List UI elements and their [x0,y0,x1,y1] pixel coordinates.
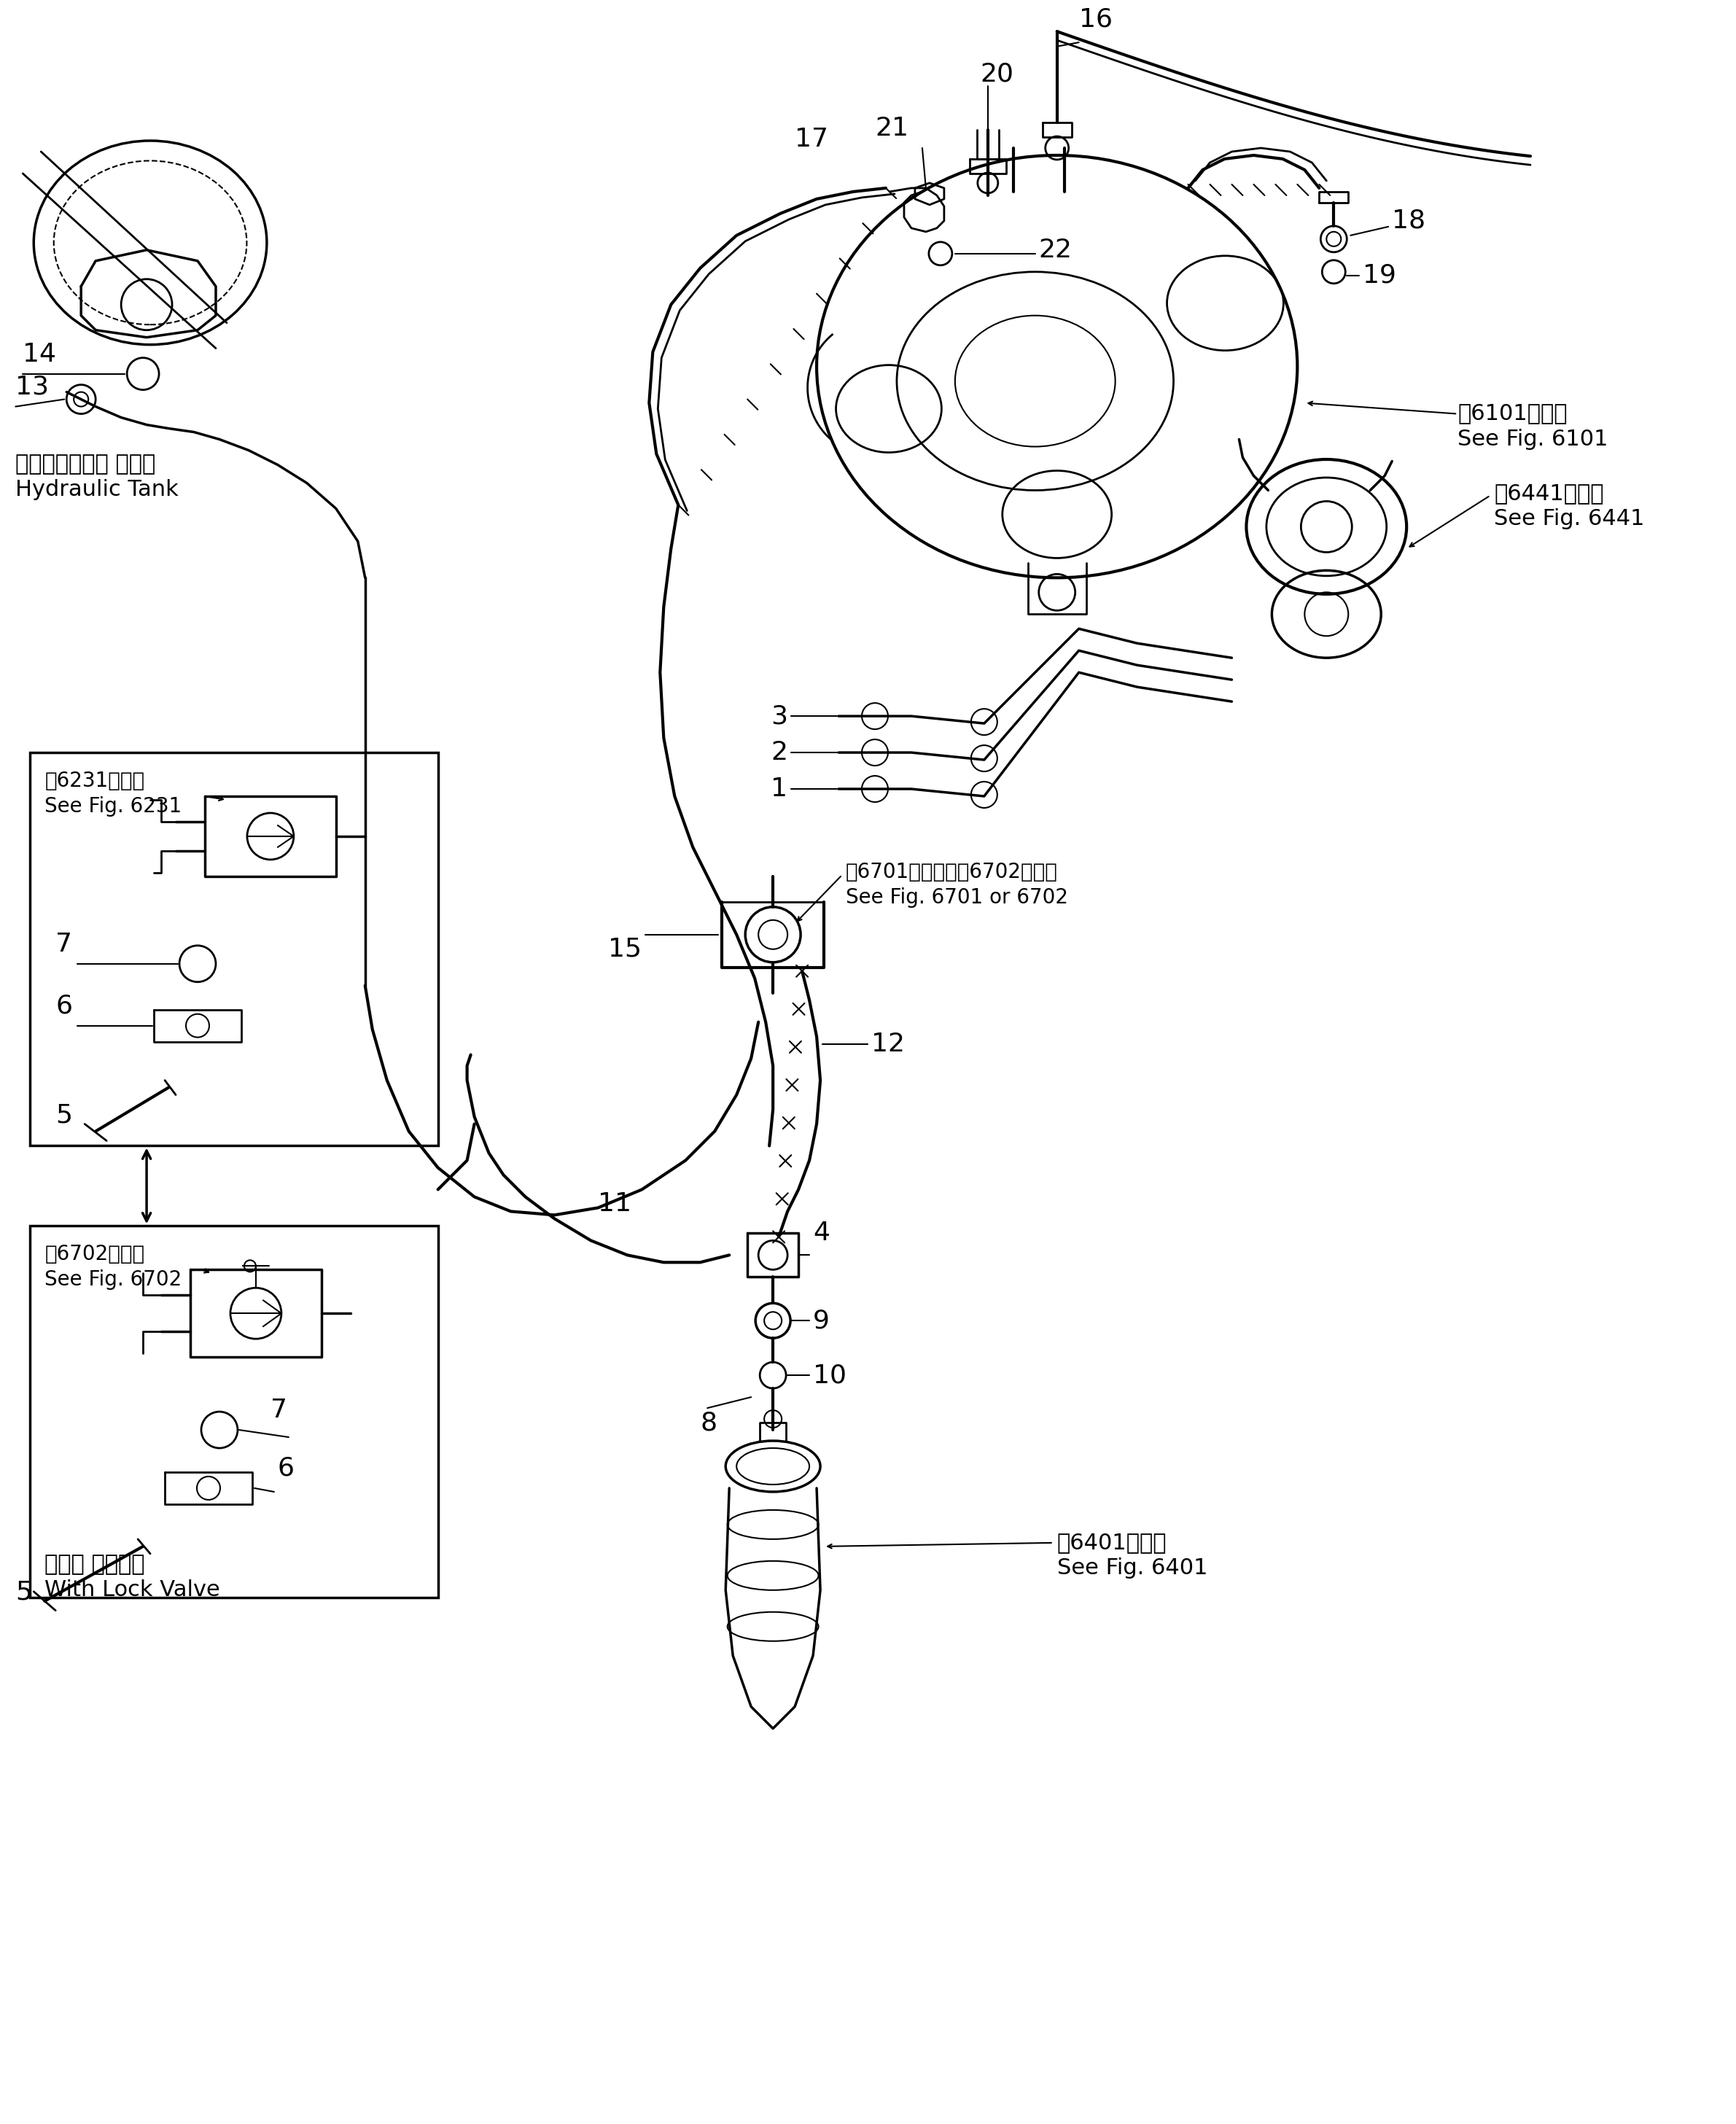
Text: 第6401図参照: 第6401図参照 [1057,1531,1167,1553]
Text: ロック バルブ付: ロック バルブ付 [45,1555,144,1574]
Text: 14: 14 [23,342,56,367]
Text: Hydraulic Tank: Hydraulic Tank [16,480,179,501]
Text: 2: 2 [771,739,788,765]
Text: 7: 7 [56,932,73,956]
Text: See Fig. 6231: See Fig. 6231 [45,796,182,816]
Text: 11: 11 [599,1192,632,1217]
Text: 21: 21 [875,117,908,140]
Text: 20: 20 [981,62,1014,87]
Text: See Fig. 6702: See Fig. 6702 [45,1270,182,1289]
Text: 12: 12 [871,1032,904,1056]
Text: 5: 5 [56,1102,73,1128]
Text: 22: 22 [1038,238,1073,263]
Text: 8: 8 [700,1410,717,1436]
Text: See Fig. 6401: See Fig. 6401 [1057,1557,1208,1578]
Text: 5: 5 [16,1580,33,1606]
Bar [30,752,437,1145]
Text: 9: 9 [812,1308,830,1334]
Text: 3: 3 [771,703,788,729]
Text: 第6231図参照: 第6231図参照 [45,771,144,790]
Text: 1: 1 [771,777,788,801]
Text: ハイドロリック タンク: ハイドロリック タンク [16,455,156,476]
Text: 6: 6 [278,1457,295,1480]
Text: See Fig. 6441: See Fig. 6441 [1495,508,1644,529]
Text: 6: 6 [56,994,73,1017]
Text: 19: 19 [1363,263,1396,289]
Text: 16: 16 [1078,6,1113,32]
Text: See Fig. 6101: See Fig. 6101 [1458,429,1608,450]
Text: 17: 17 [795,127,828,151]
Text: 第6702図参照: 第6702図参照 [45,1245,144,1264]
Text: 第6441図参照: 第6441図参照 [1495,482,1604,503]
Text: 4: 4 [812,1221,830,1245]
Text: 第6701図または第6702図参照: 第6701図または第6702図参照 [845,862,1057,881]
Text: See Fig. 6701 or 6702: See Fig. 6701 or 6702 [845,888,1068,907]
Text: 13: 13 [16,374,49,399]
Text: 10: 10 [812,1364,847,1387]
Text: 7: 7 [271,1398,286,1423]
Text: With Lock Valve: With Lock Valve [45,1580,220,1599]
Text: 第6101図参照: 第6101図参照 [1458,404,1568,425]
Text: 15: 15 [608,937,642,962]
Bar [30,1226,437,1597]
Text: 18: 18 [1392,208,1425,234]
